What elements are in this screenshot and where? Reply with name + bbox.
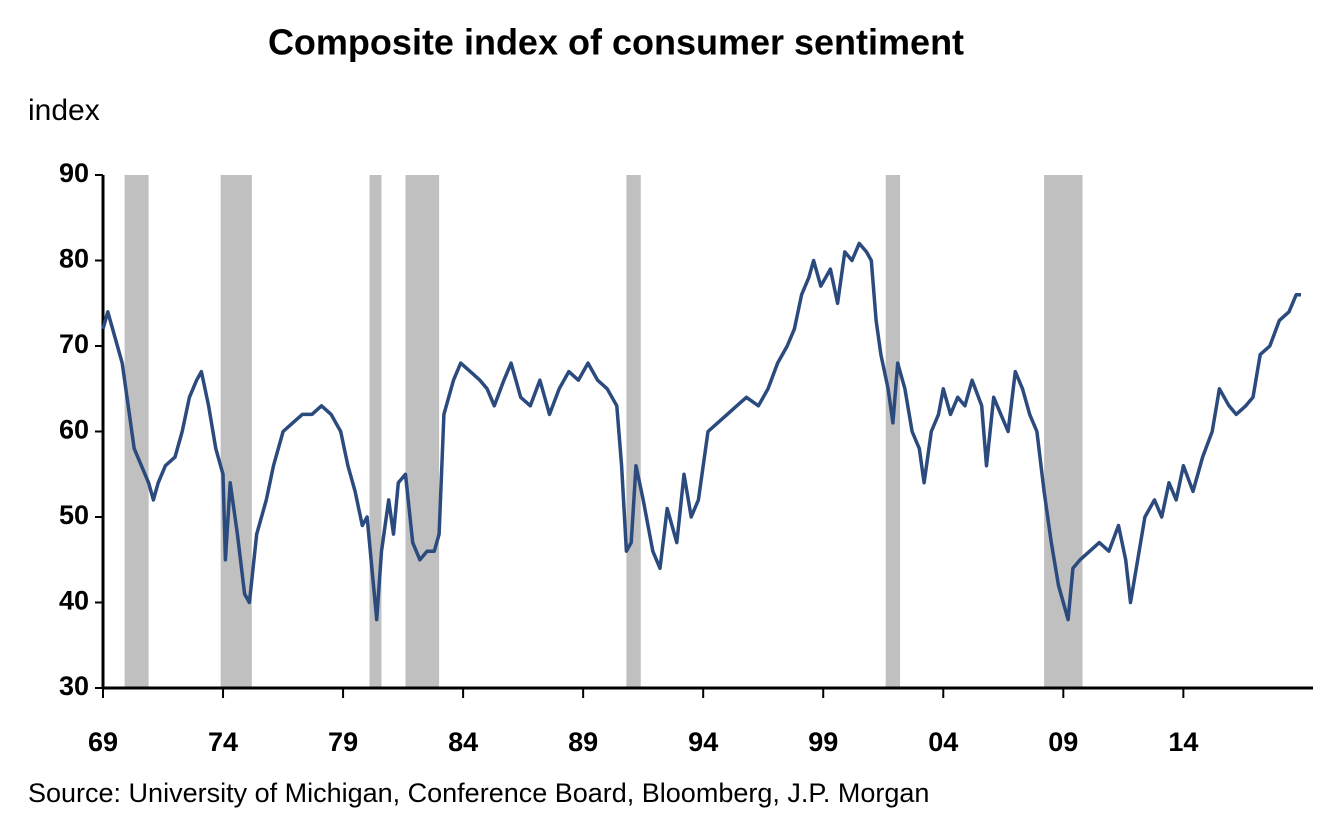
recession-band (405, 175, 440, 688)
x-tick-label: 84 (448, 727, 478, 757)
x-tick-label: 74 (208, 727, 238, 757)
y-tick-label: 40 (59, 586, 89, 616)
x-tick-label: 04 (928, 727, 958, 757)
x-tick-label: 94 (688, 727, 718, 757)
source-note: Source: University of Michigan, Conferen… (28, 778, 929, 808)
recession-band (885, 175, 901, 688)
x-tick-label: 14 (1168, 727, 1198, 757)
recession-band (626, 175, 641, 688)
x-tick-label: 79 (328, 727, 358, 757)
recession-band (124, 175, 149, 688)
y-tick-label: 60 (59, 415, 89, 445)
y-tick-label: 90 (59, 158, 89, 188)
chart-title: Composite index of consumer sentiment (268, 22, 964, 63)
x-tick-label: 99 (808, 727, 838, 757)
x-tick-label: 69 (88, 727, 118, 757)
recession-band (220, 175, 252, 688)
recession-band (1044, 175, 1083, 688)
y-tick-label: 80 (59, 244, 89, 274)
sentiment-line (101, 241, 1301, 622)
x-tick-label: 89 (568, 727, 598, 757)
y-tick-label: 50 (59, 500, 89, 530)
y-tick-label: 30 (59, 671, 89, 701)
x-tick-label: 09 (1048, 727, 1078, 757)
y-tick-label: 70 (59, 329, 89, 359)
y-axis-label: index (28, 94, 100, 127)
